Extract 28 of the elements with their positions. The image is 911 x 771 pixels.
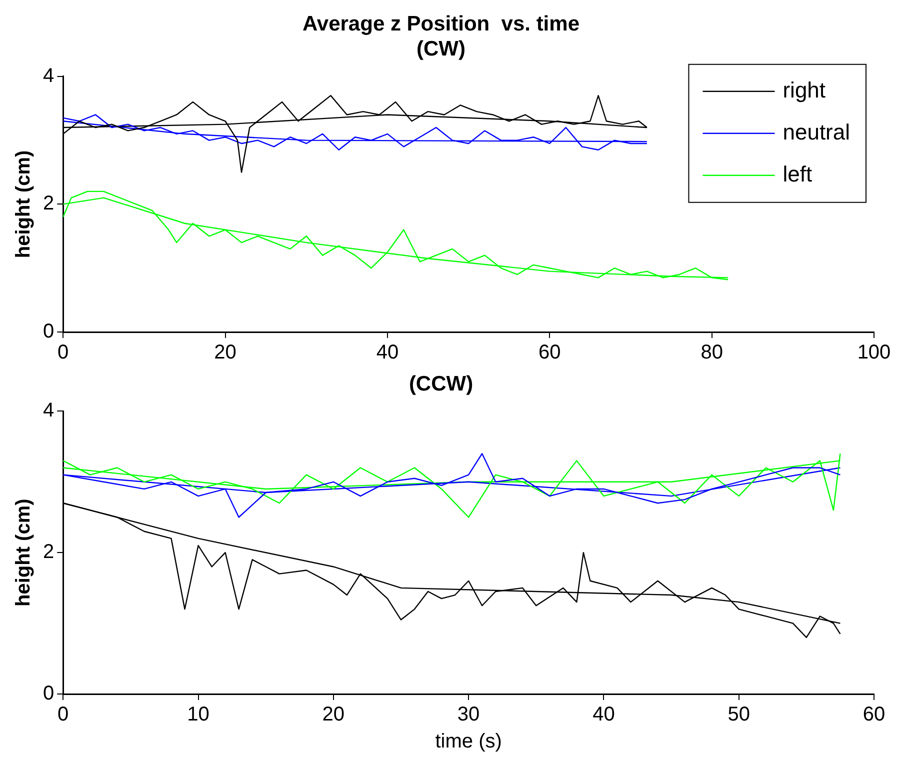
x-tick-label: 60: [862, 704, 886, 726]
y-tick-label: 0: [43, 320, 54, 343]
y-tick-label: 4: [43, 400, 54, 422]
y-tick-label: 2: [43, 192, 54, 215]
x-tick-label: 40: [592, 704, 615, 726]
x-tick-label: 80: [700, 342, 723, 364]
x-tick-label: 30: [457, 704, 480, 726]
legend-label: neutral: [782, 119, 850, 144]
x-tick-label: 0: [58, 342, 69, 364]
x-tick-label: 40: [376, 342, 399, 364]
x-tick-label: 100: [857, 342, 891, 364]
x-tick-label: 50: [728, 704, 750, 726]
y-axis-title: height (cm): [12, 150, 35, 258]
y-tick-label: 0: [43, 682, 54, 705]
y-axis-title: height (cm): [12, 498, 35, 606]
chart-title: Average z Position vs. time: [302, 12, 580, 36]
x-tick-label: 20: [214, 342, 236, 364]
chart-title: (CCW): [408, 372, 474, 396]
x-tick-label: 0: [58, 704, 69, 726]
x-tick-label: 60: [538, 342, 561, 364]
y-tick-label: 4: [43, 64, 54, 87]
chart-subtitle: (CW): [416, 38, 466, 61]
y-tick-label: 2: [43, 541, 54, 564]
legend-label: right: [782, 77, 826, 102]
x-tick-label: 10: [187, 704, 210, 726]
x-axis-title: time (s): [435, 730, 502, 753]
legend-label: left: [782, 161, 812, 186]
x-tick-label: 20: [322, 704, 345, 726]
